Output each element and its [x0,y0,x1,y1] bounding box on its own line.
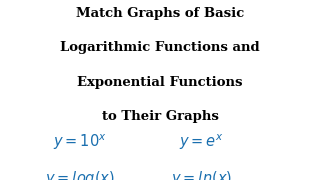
Text: $y = log(x)$: $y = log(x)$ [45,169,115,180]
Text: Logarithmic Functions and: Logarithmic Functions and [60,41,260,54]
Text: $y = ln(x)$: $y = ln(x)$ [171,169,232,180]
Text: $y = 10^x$: $y = 10^x$ [53,132,107,152]
Text: $y = e^x$: $y = e^x$ [179,132,224,152]
Text: Match Graphs of Basic: Match Graphs of Basic [76,7,244,20]
Text: to Their Graphs: to Their Graphs [101,110,219,123]
Text: Exponential Functions: Exponential Functions [77,76,243,89]
